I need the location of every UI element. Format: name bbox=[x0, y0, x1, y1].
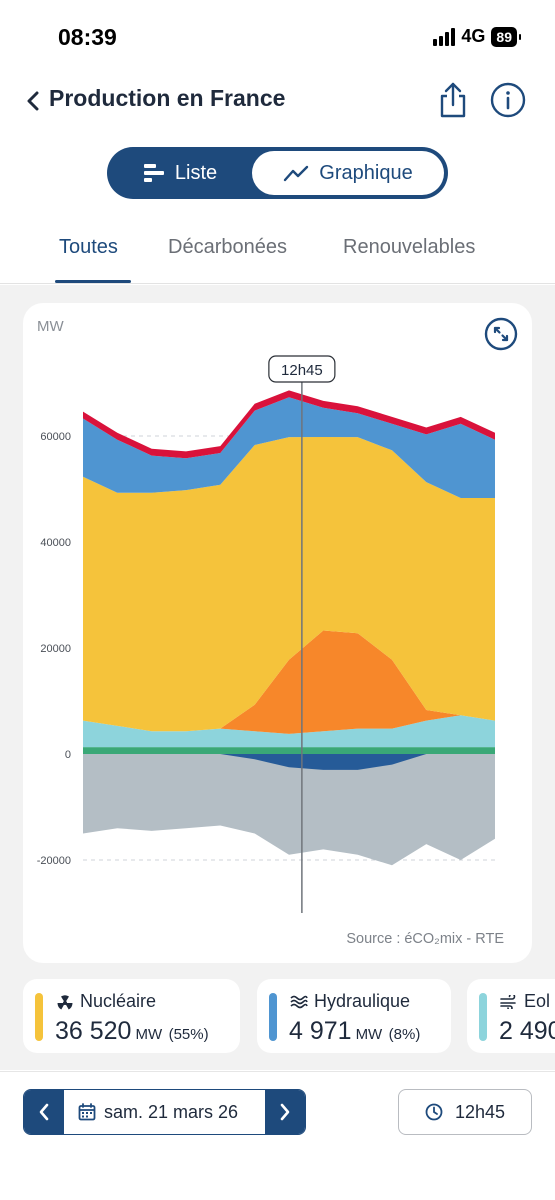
expand-icon bbox=[484, 317, 518, 351]
app-header: Production en France bbox=[0, 80, 555, 124]
source-card-hydraulique[interactable]: Hydraulique 4 971 MW (8%) bbox=[257, 979, 451, 1053]
clock-icon bbox=[425, 1103, 443, 1121]
back-button[interactable] bbox=[22, 86, 44, 116]
tab-decarbonees[interactable]: Décarbonées bbox=[168, 236, 287, 258]
info-icon bbox=[490, 82, 526, 118]
area-negative-series-0 bbox=[83, 754, 495, 866]
chevron-left-icon bbox=[27, 91, 39, 111]
calendar-icon bbox=[78, 1103, 96, 1121]
source-name: Hydraulique bbox=[290, 991, 410, 1012]
source-card-nucleaire[interactable]: Nucléaire 36 520 MW (55%) bbox=[23, 979, 240, 1053]
area-series-3 bbox=[83, 437, 495, 732]
time-cursor-label: 12h45 bbox=[281, 362, 323, 379]
source-value: 2 490 bbox=[499, 1017, 555, 1045]
info-button[interactable] bbox=[490, 82, 526, 118]
source-name: Nucléaire bbox=[56, 991, 156, 1012]
filter-tabs: Toutes Décarbonées Renouvelables bbox=[0, 230, 555, 284]
date-label: sam. 21 mars 26 bbox=[104, 1101, 239, 1122]
time-label: 12h45 bbox=[454, 1101, 506, 1122]
area-series-4 bbox=[83, 397, 495, 498]
color-bar bbox=[269, 993, 277, 1041]
list-view-label: Liste bbox=[174, 161, 218, 184]
y-tick-label: 40000 bbox=[40, 537, 71, 549]
page-title: Production en France bbox=[49, 85, 286, 111]
previous-day-button[interactable] bbox=[24, 1090, 64, 1134]
signal-icon bbox=[433, 27, 456, 46]
graph-view-button[interactable]: Graphique bbox=[252, 151, 444, 195]
status-indicators: 4G 89 bbox=[433, 26, 521, 47]
tab-toutes[interactable]: Toutes bbox=[59, 236, 118, 258]
status-bar: 08:39 4G 89 bbox=[0, 0, 555, 70]
list-bars-icon bbox=[143, 164, 164, 182]
chart-source: Source : éCO₂mix - RTE bbox=[346, 931, 504, 947]
source-card-eolien[interactable]: Eol 2 490 bbox=[467, 979, 555, 1053]
y-tick-label: -20000 bbox=[37, 855, 71, 867]
bottom-divider bbox=[0, 1071, 555, 1072]
area-series-1 bbox=[83, 715, 495, 748]
share-icon bbox=[440, 82, 466, 118]
y-tick-label: 20000 bbox=[40, 643, 71, 655]
source-name: Eol bbox=[500, 991, 550, 1012]
date-navigator: sam. 21 mars 26 bbox=[23, 1089, 306, 1135]
share-button[interactable] bbox=[436, 81, 470, 119]
area-series-2 bbox=[83, 630, 495, 734]
date-picker[interactable]: sam. 21 mars 26 bbox=[78, 1090, 238, 1134]
production-chart[interactable]: 60000 40000 20000 0 -20000 12h45 bbox=[23, 303, 532, 963]
next-day-button[interactable] bbox=[265, 1090, 305, 1134]
battery-icon: 89 bbox=[491, 26, 521, 47]
radiation-icon bbox=[57, 994, 73, 1009]
waves-icon bbox=[290, 995, 308, 1008]
expand-button[interactable] bbox=[484, 317, 518, 351]
time-picker-button[interactable]: 12h45 bbox=[398, 1089, 532, 1135]
graph-view-label: Graphique bbox=[319, 161, 413, 184]
area-series-5 bbox=[83, 390, 495, 459]
wind-icon bbox=[500, 994, 516, 1009]
chevron-left-icon bbox=[39, 1103, 49, 1121]
active-tab-indicator bbox=[55, 280, 131, 283]
color-bar bbox=[35, 993, 43, 1041]
trend-line-icon bbox=[284, 165, 309, 182]
y-axis-unit: MW bbox=[37, 318, 64, 335]
chevron-right-icon bbox=[280, 1103, 290, 1121]
area-negative-series-1 bbox=[83, 754, 495, 770]
area-series-0 bbox=[83, 747, 495, 754]
chart-card: 60000 40000 20000 0 -20000 12h45 MW Source : … bbox=[23, 303, 532, 963]
view-toggle: Liste Graphique bbox=[107, 147, 448, 199]
source-value: 4 971 MW (8%) bbox=[289, 1017, 421, 1045]
source-value: 36 520 MW (55%) bbox=[55, 1017, 209, 1045]
tab-renouvelables[interactable]: Renouvelables bbox=[343, 236, 476, 258]
y-tick-label: 0 bbox=[65, 749, 71, 761]
source-cards-row: Nucléaire 36 520 MW (55%) Hydraulique 4 9… bbox=[0, 977, 555, 1055]
y-tick-label: 60000 bbox=[40, 431, 71, 443]
status-time: 08:39 bbox=[58, 24, 117, 50]
content-area: 60000 40000 20000 0 -20000 12h45 MW Source : … bbox=[0, 285, 555, 1070]
time-cursor-badge bbox=[268, 355, 336, 383]
color-bar bbox=[479, 993, 487, 1041]
network-label: 4G bbox=[461, 26, 486, 46]
list-view-button[interactable]: Liste bbox=[115, 147, 245, 199]
